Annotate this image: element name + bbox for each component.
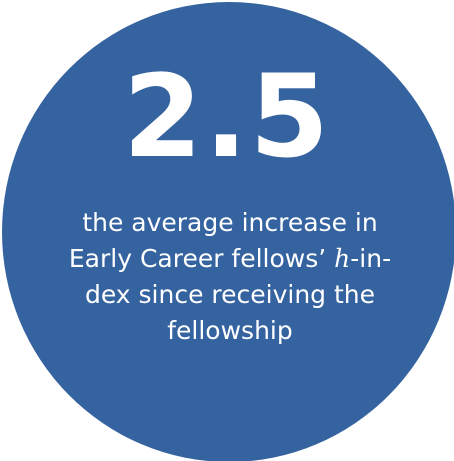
caption-line-2-end: -in-: [350, 244, 392, 273]
h-index-italic-h: h: [334, 244, 351, 273]
caption-line-1: the average increase in: [82, 208, 378, 237]
caption-line-2: Early Career fellows’ h-in-: [30, 241, 430, 277]
stat-value: 2.5: [123, 50, 331, 183]
caption-line-4: fellowship: [167, 316, 293, 345]
stat-caption: the average increase in Early Career fel…: [30, 205, 430, 349]
caption-line-3: dex since receiving the: [84, 280, 376, 309]
caption-line-2-start: Early Career fellows’: [68, 244, 335, 273]
